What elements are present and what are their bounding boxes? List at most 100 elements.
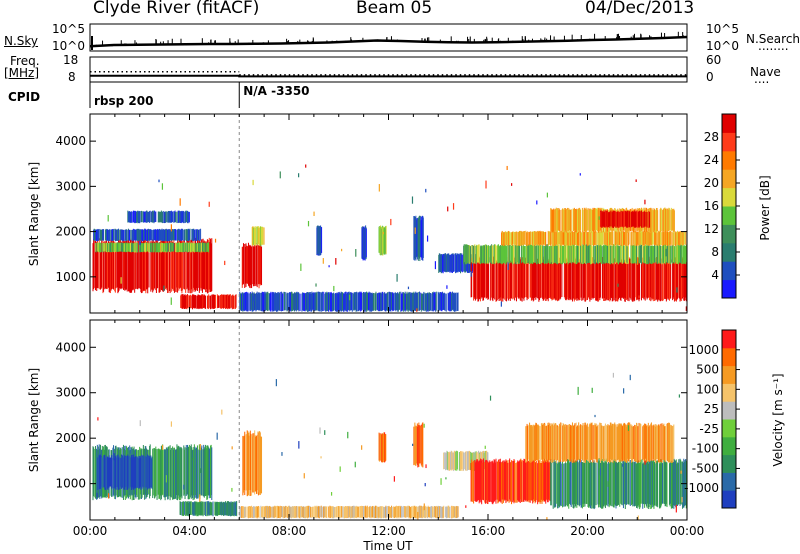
heatmap-cell	[148, 455, 150, 489]
heatmap-cell	[566, 244, 568, 263]
heatmap-cell	[638, 422, 640, 463]
heatmap-speck	[665, 248, 667, 257]
heatmap-cell	[467, 244, 469, 263]
heatmap-cell	[481, 259, 483, 298]
heatmap-cell	[379, 292, 381, 311]
heatmap-cell	[656, 208, 658, 232]
heatmap-cell	[379, 506, 381, 519]
heatmap-cell	[542, 256, 544, 301]
heatmap-speck	[170, 421, 172, 427]
heatmap-cell	[229, 502, 231, 517]
heatmap-cell	[553, 246, 555, 263]
heatmap-cell	[378, 506, 380, 518]
heatmap-cell	[574, 209, 576, 232]
heatmap-cell	[128, 241, 130, 292]
heatmap-cell	[445, 506, 447, 519]
heatmap-cell	[433, 292, 435, 311]
heatmap-cell	[199, 501, 201, 516]
heatmap-cell	[175, 242, 177, 253]
heatmap-cell	[609, 463, 611, 506]
heatmap-cell	[187, 239, 189, 288]
heatmap-cell	[557, 244, 559, 264]
heatmap-cell	[536, 424, 538, 460]
heatmap-cell	[206, 239, 208, 294]
heatmap-cell	[438, 292, 440, 311]
heatmap-cell	[216, 502, 218, 516]
heatmap-cell	[397, 506, 399, 518]
heatmap-cell	[672, 425, 674, 463]
heatmap-cell	[621, 460, 623, 506]
heatmap-cell	[622, 231, 624, 246]
heatmap-cell	[144, 211, 146, 223]
heatmap-cell	[255, 506, 257, 518]
heatmap-cell	[613, 210, 615, 227]
heatmap-cell	[565, 261, 567, 301]
heatmap-cell	[376, 505, 378, 518]
heatmap-cell	[612, 210, 615, 228]
heatmap-cell	[678, 244, 680, 264]
heatmap-cell	[441, 254, 443, 273]
heatmap-cell	[155, 211, 157, 222]
colorbar-swatch	[722, 150, 736, 170]
heatmap-cell	[532, 245, 534, 265]
heatmap-cell	[193, 243, 195, 290]
heatmap-cell	[636, 422, 638, 462]
heatmap-cell	[297, 293, 299, 311]
heatmap-cell	[616, 258, 618, 302]
heatmap-cell	[550, 458, 552, 506]
heatmap-cell	[565, 257, 567, 301]
heatmap-cell	[380, 292, 382, 312]
heatmap-cell	[596, 426, 598, 463]
heatmap-speck	[629, 374, 631, 381]
heatmap-cell	[356, 506, 358, 518]
power-plot	[92, 114, 688, 313]
heatmap-cell	[275, 293, 277, 312]
heatmap-cell	[114, 228, 116, 242]
heatmap-cell	[295, 292, 297, 311]
heatmap-cell	[106, 229, 108, 241]
heatmap-cell	[479, 260, 481, 302]
heatmap-cell	[165, 449, 167, 498]
heatmap-cell	[586, 209, 588, 231]
heatmap-cell	[205, 242, 207, 252]
heatmap-cell	[162, 210, 164, 223]
heatmap-cell	[578, 245, 580, 263]
heatmap-cell	[191, 450, 194, 499]
heatmap-cell	[585, 244, 587, 264]
heatmap-cell	[157, 211, 159, 223]
heatmap-cell	[621, 259, 623, 298]
heatmap-cell	[188, 446, 190, 500]
heatmap-cell	[167, 448, 169, 500]
heatmap-cell	[453, 452, 455, 472]
heatmap-cell	[530, 461, 532, 500]
heatmap-cell	[476, 459, 478, 502]
heatmap-cell	[361, 292, 363, 311]
heatmap-cell	[420, 292, 422, 311]
heatmap-cell	[649, 232, 651, 246]
heatmap-cell	[627, 210, 629, 228]
heatmap-cell	[456, 253, 458, 273]
heatmap-cell	[648, 245, 650, 264]
heatmap-cell	[197, 502, 199, 517]
heatmap-cell	[568, 246, 570, 263]
heatmap-cell	[636, 210, 638, 228]
heatmap-cell	[159, 449, 161, 499]
beam-title: Beam 05	[356, 0, 433, 18]
heatmap-speck	[447, 206, 449, 212]
heatmap-cell	[608, 258, 610, 301]
heatmap-cell	[363, 506, 365, 518]
heatmap-cell	[564, 426, 566, 460]
heatmap-cell	[464, 245, 466, 263]
heatmap-cell	[562, 425, 564, 462]
heatmap-cell	[210, 238, 212, 292]
heatmap-cell	[557, 244, 559, 265]
heatmap-cell	[180, 211, 182, 223]
heatmap-cell	[112, 229, 114, 241]
heatmap-cell	[573, 209, 575, 231]
heatmap-cell	[675, 245, 677, 263]
heatmap-cell	[522, 231, 524, 246]
heatmap-cell	[580, 209, 582, 231]
heatmap-cell	[540, 231, 542, 245]
heatmap-cell	[514, 245, 516, 265]
heatmap-cell	[293, 506, 295, 519]
